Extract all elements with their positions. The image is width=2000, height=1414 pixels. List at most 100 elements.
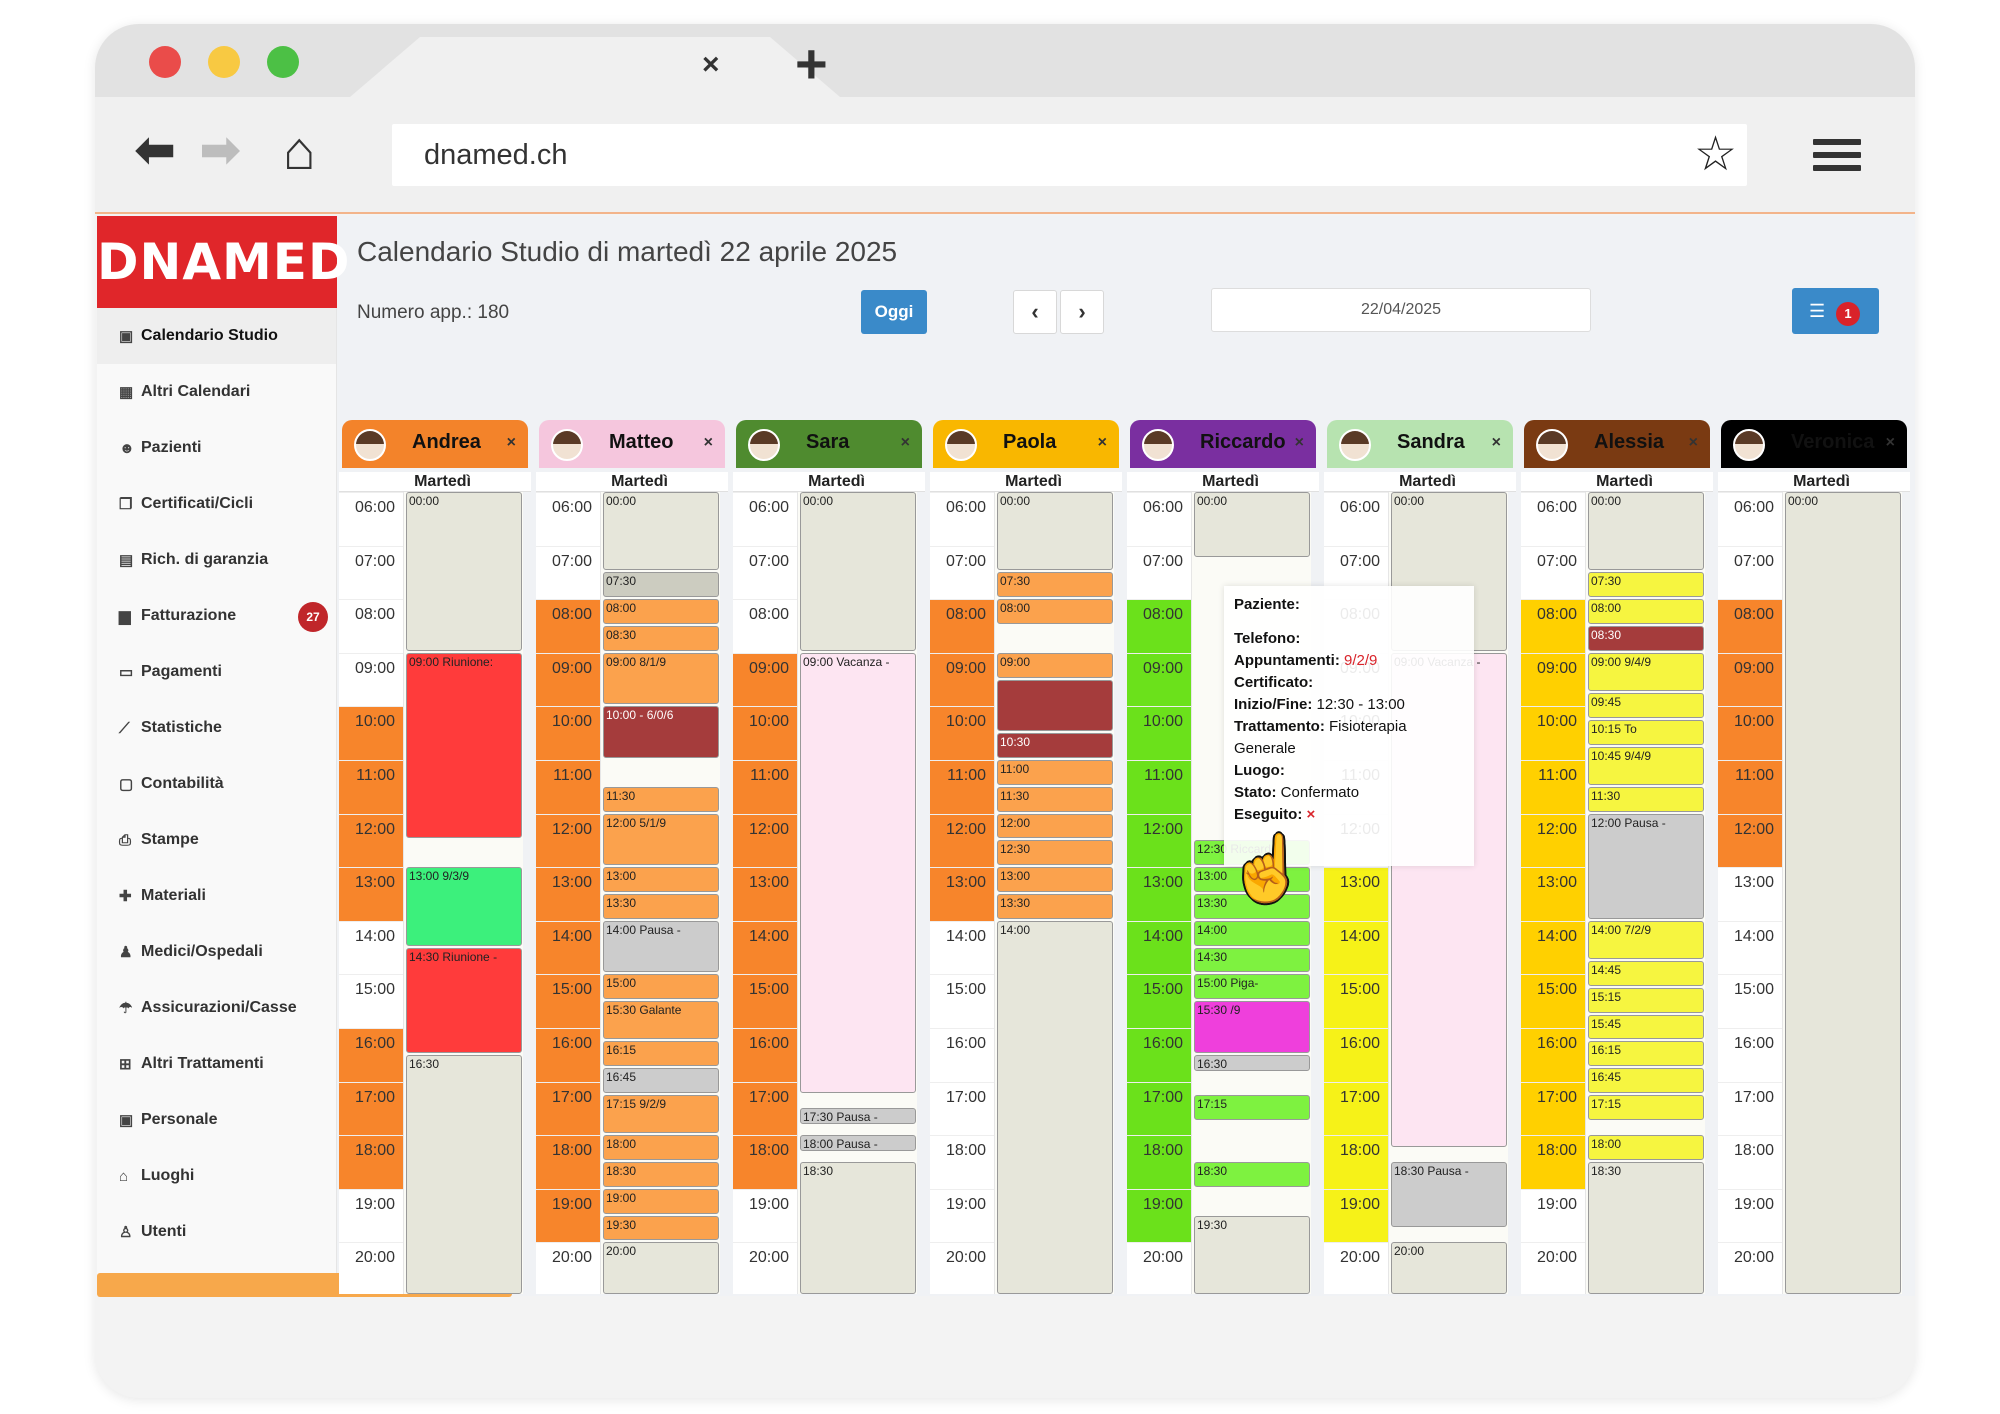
appointment-block[interactable]: 00:00 — [603, 492, 719, 571]
next-day-button[interactable]: › — [1060, 290, 1104, 334]
time-slot[interactable]: 17:00 — [1127, 1081, 1191, 1136]
time-slot[interactable]: 06:00 — [1718, 492, 1782, 546]
appointment-area[interactable]: 00:00 07:30 08:00 08:30 09:00 8/1/9 10:00 - 6… — [600, 492, 720, 1294]
time-slot[interactable]: 18:00 — [536, 1135, 600, 1189]
appointment-block[interactable]: 08:00 — [1588, 599, 1704, 624]
time-slot[interactable]: 20:00 — [733, 1242, 797, 1294]
time-slot[interactable]: 18:00 — [1718, 1135, 1782, 1189]
appointment-block[interactable]: 10:30 — [997, 733, 1113, 758]
sidebar-item-rich-di-garanzia[interactable]: ▤ Rich. di garanzia — [97, 532, 336, 588]
appointment-block[interactable]: 00:00 — [997, 492, 1113, 571]
time-slot[interactable]: 18:00 — [930, 1135, 994, 1189]
time-slot[interactable]: 19:00 — [1521, 1188, 1585, 1243]
time-slot[interactable]: 07:00 — [1127, 545, 1191, 600]
appointment-block[interactable]: 15:30 /9 — [1194, 1001, 1310, 1053]
time-slot[interactable]: 06:00 — [1521, 492, 1585, 546]
appointment-block[interactable]: 00:00 — [1588, 492, 1704, 571]
time-slot[interactable]: 12:00 — [1718, 813, 1782, 868]
time-slot[interactable]: 20:00 — [1521, 1242, 1585, 1294]
time-slot[interactable]: 12:00 — [1521, 813, 1585, 868]
time-slot[interactable]: 13:00 — [1324, 867, 1388, 921]
appointment-block[interactable]: 16:15 — [603, 1041, 719, 1067]
new-tab-icon[interactable]: + — [795, 32, 828, 95]
time-slot[interactable]: 20:00 — [536, 1242, 600, 1294]
time-slot[interactable]: 19:00 — [536, 1188, 600, 1243]
time-slot[interactable]: 07:00 — [339, 545, 403, 600]
time-slot[interactable]: 08:00 — [536, 599, 600, 653]
sidebar-item-pazienti[interactable]: ☻ Pazienti — [97, 420, 336, 476]
time-slot[interactable]: 16:00 — [930, 1028, 994, 1082]
appointment-block[interactable]: 19:00 — [603, 1188, 719, 1214]
appointment-block[interactable]: 00:00 — [1194, 492, 1310, 557]
time-slot[interactable]: 11:00 — [1718, 760, 1782, 814]
staff-header[interactable]: Andrea × — [342, 420, 528, 468]
time-slot[interactable]: 12:00 — [1127, 813, 1191, 868]
appointment-block[interactable]: 14:00 — [997, 920, 1113, 1294]
appointment-block[interactable]: 08:00 — [997, 599, 1113, 624]
appointment-block[interactable]: 18:30 Pausa - — [1391, 1162, 1507, 1227]
appointment-block[interactable]: 00:00 — [1785, 492, 1901, 1294]
appointment-block[interactable]: 16:45 — [1588, 1068, 1704, 1093]
time-slot[interactable]: 10:00 — [339, 706, 403, 760]
time-slot[interactable]: 08:00 — [1718, 599, 1782, 653]
list-view-button[interactable]: ☰ 1 — [1792, 288, 1879, 334]
sidebar-item-assicurazioni-casse[interactable]: ☂ Assicurazioni/Casse — [97, 980, 336, 1036]
time-slot[interactable]: 10:00 — [1718, 706, 1782, 760]
appointment-block[interactable]: 18:30 — [800, 1162, 916, 1294]
time-slot[interactable]: 20:00 — [1324, 1242, 1388, 1294]
appointment-block[interactable]: 16:15 — [1588, 1041, 1704, 1067]
appointment-block[interactable]: 10:15 To — [1588, 719, 1704, 745]
appointment-block[interactable]: 00:00 — [800, 492, 916, 651]
appointment-block[interactable]: 17:15 — [1194, 1095, 1310, 1120]
sidebar-item-luoghi[interactable]: ⌂ Luoghi — [97, 1148, 336, 1204]
time-slot[interactable]: 17:00 — [733, 1081, 797, 1136]
sidebar-item-utenti[interactable]: ♙ Utenti — [97, 1204, 336, 1260]
time-slot[interactable]: 10:00 — [1521, 706, 1585, 760]
time-slot[interactable]: 09:00 — [1127, 652, 1191, 707]
time-slot[interactable]: 20:00 — [1718, 1242, 1782, 1294]
appointment-block[interactable]: 12:00 5/1/9 — [603, 813, 719, 866]
time-slot[interactable]: 12:00 — [733, 813, 797, 868]
time-slot[interactable]: 08:00 — [339, 599, 403, 653]
appointment-block[interactable]: 19:30 — [603, 1215, 719, 1241]
appointment-block[interactable]: 16:30 — [1194, 1054, 1310, 1071]
appointment-block[interactable]: 17:15 — [1588, 1095, 1704, 1120]
appointment-block[interactable]: 09:00 9/4/9 — [1588, 652, 1704, 691]
appointment-block[interactable]: 13:30 — [1194, 894, 1310, 919]
time-slot[interactable]: 15:00 — [536, 974, 600, 1028]
appointment-block[interactable]: 08:00 — [603, 599, 719, 624]
appointment-area[interactable]: 00:00 07:30 08:00 09:00 10:30 11:00 11:30 12:00… — [994, 492, 1114, 1294]
appointment-block[interactable]: 15:15 — [1588, 987, 1704, 1013]
time-slot[interactable]: 18:00 — [1324, 1135, 1388, 1189]
time-slot[interactable]: 18:00 — [1127, 1135, 1191, 1189]
appointment-block[interactable]: 17:30 Pausa - — [800, 1108, 916, 1125]
appointment-area[interactable]: 00:00 09:00 Vacanza - 17:30 Pausa - 18:00 P… — [797, 492, 917, 1294]
time-slot[interactable]: 20:00 — [1127, 1242, 1191, 1294]
appointment-block[interactable]: 15:00 Piga- — [1194, 974, 1310, 1000]
appointment-block[interactable]: 07:30 — [997, 572, 1113, 598]
time-slot[interactable]: 18:00 — [733, 1135, 797, 1189]
time-slot[interactable]: 10:00 — [1127, 706, 1191, 760]
time-slot[interactable]: 15:00 — [1718, 974, 1782, 1028]
time-slot[interactable]: 11:00 — [1127, 760, 1191, 814]
time-slot[interactable]: 09:00 — [339, 652, 403, 707]
time-slot[interactable]: 19:00 — [733, 1188, 797, 1243]
time-slot[interactable]: 13:00 — [930, 867, 994, 921]
time-slot[interactable]: 19:00 — [1324, 1188, 1388, 1243]
staff-header[interactable]: Alessia × — [1524, 420, 1710, 468]
appointment-block[interactable]: 07:30 — [603, 572, 719, 598]
appointment-block[interactable]: 14:00 7/2/9 — [1588, 920, 1704, 959]
time-slot[interactable]: 14:00 — [1127, 920, 1191, 975]
tab-close-icon[interactable]: × — [702, 48, 720, 81]
home-icon[interactable]: ⌂ — [283, 121, 316, 181]
appointment-block[interactable]: 18:00 — [1588, 1135, 1704, 1160]
appointment-block[interactable]: 11:00 — [997, 760, 1113, 785]
appointment-block[interactable]: 09:00 Riunione: — [406, 652, 522, 839]
hamburger-menu-icon[interactable] — [1813, 139, 1861, 173]
appointment-area[interactable]: 00:00 07:30 08:00 08:30 09:00 9/4/9 09:45 10:1… — [1585, 492, 1705, 1294]
time-slot[interactable]: 06:00 — [930, 492, 994, 546]
time-slot[interactable]: 14:00 — [1718, 920, 1782, 975]
appointment-block[interactable]: 18:30 — [1194, 1162, 1310, 1187]
appointment-block[interactable]: 14:00 — [1194, 920, 1310, 946]
bookmark-star-icon[interactable]: ☆ — [1693, 128, 1737, 181]
